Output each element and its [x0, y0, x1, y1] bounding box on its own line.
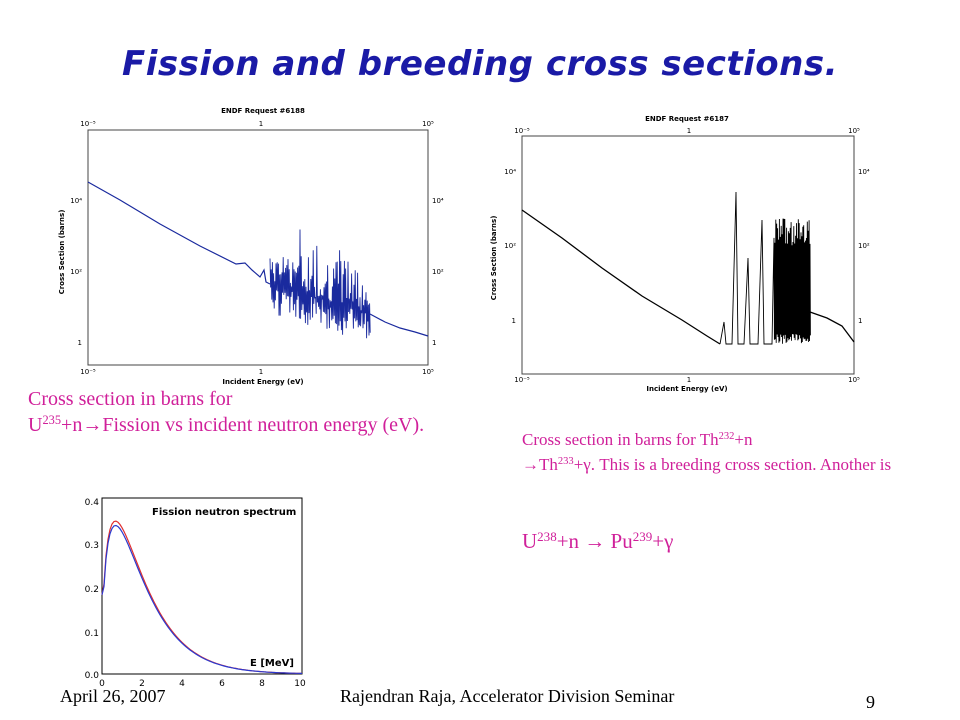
- plot-left-y-ticks: 10⁴ 10² 1: [70, 197, 82, 347]
- caption3-arrow: →: [584, 529, 606, 553]
- caption2-arrow: →: [522, 454, 539, 474]
- plot-left-frame: [87, 129, 429, 366]
- caption3-gamma: γ: [664, 529, 674, 553]
- plot-right-request: ENDF Request #6187: [645, 115, 729, 123]
- caption3-pu: Pu: [605, 529, 633, 553]
- caption2-th: Th: [539, 454, 558, 474]
- breeding-tail-curve: [809, 311, 855, 343]
- plot-left-request: ENDF Request #6188: [221, 107, 305, 115]
- plot-right-y-ticks: 10⁴ 10² 1: [504, 168, 516, 325]
- spectrum-y-tick-0.2: 0.2: [85, 585, 99, 595]
- fission-curve: [87, 181, 271, 285]
- y-tick-right-mid: 10²: [432, 268, 444, 276]
- fission-cross-section-plot: ENDF Request #6188 10⁻⁵ 1 10⁵ 10⁻⁵ 1 10⁵…: [58, 107, 444, 386]
- spectrum-x-tick-6: 6: [219, 679, 225, 689]
- x-tick-bottom-min: 10⁻⁵: [80, 368, 96, 376]
- spectrum-frame: [101, 497, 303, 675]
- x-tick-top-mid: 1: [687, 127, 691, 135]
- caption3-m2: 239: [632, 528, 653, 544]
- plot-left-ylabel: Cross Section (barns): [58, 210, 66, 295]
- plot-right-top-ticks: 10⁻⁵ 1 10⁵: [514, 127, 860, 135]
- x-tick-top-max: 10⁵: [422, 120, 434, 128]
- breeding-resonance-region: [719, 191, 811, 345]
- caption1-rest: +n: [61, 414, 83, 436]
- caption3-plus: +: [652, 529, 665, 553]
- caption1-u: U: [28, 414, 43, 436]
- plot-right-frame: [521, 135, 855, 375]
- y-tick-left-low: 1: [512, 317, 516, 325]
- y-tick-left-mid: 10²: [70, 268, 82, 276]
- spectrum-x-tick-4: 4: [179, 679, 185, 689]
- spectrum-x-tick-0: 0: [99, 679, 105, 689]
- caption2-plus-n: +n: [734, 430, 753, 449]
- plot-left-xlabel: Incident Energy (eV): [222, 378, 303, 386]
- spectrum-title: Fission neutron spectrum: [152, 507, 296, 518]
- y-tick-left-mid: 10²: [504, 242, 516, 250]
- spectrum-y-ticks: 0.4 0.3 0.2 0.1 0.0: [85, 498, 100, 681]
- caption3-plus-n: +n: [556, 529, 585, 553]
- x-tick-top-min: 10⁻⁵: [80, 120, 96, 128]
- page-number: 9: [866, 692, 875, 712]
- breeding-cross-section-plot: ENDF Request #6187 10⁻⁵ 1 10⁵ 10⁻⁵ 1 10⁵…: [490, 115, 870, 393]
- y-tick-left-high: 10⁴: [70, 197, 82, 205]
- y-tick-right-low: 1: [432, 339, 436, 347]
- spectrum-x-tick-8: 8: [259, 679, 265, 689]
- x-tick-bottom-min: 10⁻⁵: [514, 376, 530, 384]
- spectrum-x-tick-2: 2: [139, 679, 145, 689]
- caption2-tail: . This is a breeding cross section. Anot…: [590, 454, 892, 474]
- y-tick-right-mid: 10²: [858, 242, 870, 250]
- plot-left-y-ticks-right: 10⁴ 10² 1: [432, 197, 444, 347]
- footer-presenter: Rajendran Raja, Accelerator Division Sem…: [340, 686, 675, 706]
- x-tick-top-min: 10⁻⁵: [514, 127, 530, 135]
- spectrum-y-tick-0.4: 0.4: [85, 498, 100, 508]
- spectrum-red-curve: [101, 520, 302, 674]
- caption1-arrow: →: [82, 414, 103, 436]
- breeding-caption: Cross section in barns for Th232+n →Th23…: [522, 428, 902, 477]
- caption2-m2: 233: [557, 455, 574, 467]
- uranium-breeding-formula: U238+n → Pu239+γ: [522, 528, 673, 555]
- slide-title: Fission and breeding cross sections.: [122, 44, 838, 84]
- spectrum-xlabel: E [MeV]: [250, 658, 294, 669]
- breeding-curve: [521, 209, 721, 345]
- fission-neutron-spectrum-plot: 0.4 0.3 0.2 0.1 0.0 0 2 4 6 8 10 Fission…: [85, 497, 306, 689]
- x-tick-bottom-mid: 1: [259, 368, 263, 376]
- caption3-m1: 238: [537, 528, 557, 544]
- plot-right-y-ticks-right: 10⁴ 10² 1: [858, 168, 870, 325]
- x-tick-bottom-mid: 1: [687, 376, 691, 384]
- caption3-u: U: [522, 529, 538, 553]
- caption1-line1: Cross section in barns for: [28, 388, 233, 410]
- spectrum-x-ticks: 0 2 4 6 8 10: [99, 679, 306, 689]
- fission-resonance-region: [269, 229, 371, 339]
- spectrum-y-tick-0.3: 0.3: [85, 541, 99, 551]
- x-tick-top-mid: 1: [259, 120, 263, 128]
- plot-right-ylabel: Cross Section (barns): [490, 216, 498, 301]
- fission-caption: Cross section in barns for U235+n→Fissio…: [28, 386, 428, 438]
- caption2-m1: 232: [718, 431, 735, 443]
- caption2-gamma: γ: [583, 454, 591, 474]
- spectrum-y-tick-0.0: 0.0: [85, 671, 100, 681]
- spectrum-y-tick-0.1: 0.1: [85, 629, 99, 639]
- plot-left-bottom-ticks: 10⁻⁵ 1 10⁵: [80, 368, 434, 376]
- caption2-lead: Cross section in barns for Th: [522, 430, 719, 449]
- caption1-tail: Fission vs incident neutron energy (eV).: [102, 414, 425, 436]
- x-tick-top-max: 10⁵: [848, 127, 860, 135]
- y-tick-right-low: 1: [858, 317, 862, 325]
- plot-right-bottom-ticks: 10⁻⁵ 1 10⁵: [514, 376, 860, 384]
- plot-right-xlabel: Incident Energy (eV): [646, 385, 727, 393]
- plot-left-top-ticks: 10⁻⁵ 1 10⁵: [80, 120, 434, 128]
- spectrum-blue-curve: [101, 524, 302, 674]
- x-tick-bottom-max: 10⁵: [422, 368, 434, 376]
- caption1-mass: 235: [42, 413, 62, 428]
- footer-date: April 26, 2007: [60, 686, 166, 706]
- caption2-plus: +: [573, 454, 584, 474]
- y-tick-left-high: 10⁴: [504, 168, 516, 176]
- y-tick-right-high: 10⁴: [858, 168, 870, 176]
- fission-tail-curve: [369, 313, 429, 337]
- y-tick-right-high: 10⁴: [432, 197, 444, 205]
- x-tick-bottom-max: 10⁵: [848, 376, 860, 384]
- spectrum-x-tick-10: 10: [294, 679, 306, 689]
- y-tick-left-low: 1: [78, 339, 82, 347]
